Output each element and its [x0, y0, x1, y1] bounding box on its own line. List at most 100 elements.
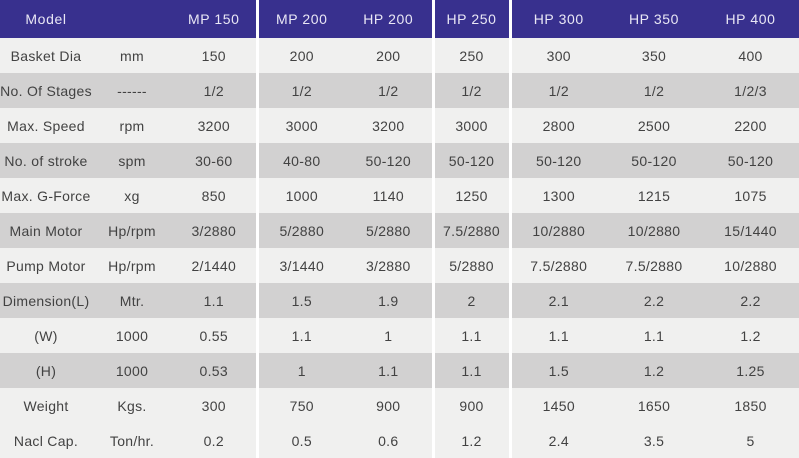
table-row: Max. Speed rpm 3200 3000 3200 3000 2800 2500 220…: [0, 108, 799, 143]
cell-value: 2: [433, 283, 512, 318]
cell-value: 10/2880: [627, 222, 681, 239]
cell-value: 7.5/2880: [433, 213, 512, 248]
cell-value: 200: [289, 47, 314, 64]
row-label: Max. Speed: [7, 117, 85, 134]
cell-value: 1/2: [643, 82, 665, 99]
cell-value: 2500: [637, 117, 671, 134]
row-unit: Mtr.: [119, 292, 145, 309]
cell-value: 200: [345, 38, 435, 73]
row-label: Dimension(L): [2, 292, 90, 309]
cell-value: 50-120: [631, 152, 677, 169]
cell-value: 1.1: [433, 353, 512, 388]
cell-value: 1.1: [548, 327, 569, 344]
table-row: Weight Kgs. 300 750 900 900 1450 1650 1850: [0, 388, 799, 423]
table-row: (W) 1000 0.55 1.1 1 1.1 1.1 1.1 1.2: [0, 318, 799, 353]
cell-value: 3.5: [643, 432, 665, 449]
cell-value: 50-120: [727, 152, 774, 169]
column-header: MP 150: [172, 0, 259, 38]
cell-value: 7.5/2880: [530, 257, 588, 274]
row-unit: Ton/hr.: [109, 432, 155, 449]
cell-value: 15/1440: [724, 222, 777, 239]
cell-value: 1.1: [433, 318, 512, 353]
cell-value: 300: [172, 388, 259, 423]
cell-value: 0.2: [172, 423, 259, 458]
table-body: Basket Dia mm 150 200 200 250 300 350 400 No. Of …: [0, 38, 799, 458]
column-header: HP 250: [433, 0, 512, 38]
cell-value: 0.5: [291, 432, 312, 449]
cell-value: 1850: [734, 397, 767, 414]
cell-value: 1450: [542, 397, 575, 414]
header-row: Model MP 150 MP 200 HP 200 HP 250 HP 300 HP 3…: [0, 0, 799, 38]
row-label: Max. G-Force: [1, 187, 91, 204]
cell-value: 5/2880: [279, 222, 325, 239]
table-row: Nacl Cap. Ton/hr. 0.2 0.5 0.6 1.2 2.4 3.5 5: [0, 423, 799, 458]
cell-value: 3/2880: [345, 248, 435, 283]
cell-value: 10/2880: [724, 257, 777, 274]
cell-value: 750: [289, 397, 314, 414]
column-header: HP 350: [628, 11, 680, 27]
cell-value: 3200: [345, 108, 435, 143]
row-unit: 1000: [115, 362, 149, 379]
table-row: Basket Dia mm 150 200 200 250 300 350 400: [0, 38, 799, 73]
cell-value: 1.5: [291, 292, 312, 309]
cell-value: 5: [746, 432, 755, 449]
table-row: (H) 1000 0.53 1 1.1 1.1 1.5 1.2 1.25: [0, 353, 799, 388]
cell-value: 1.1: [291, 327, 312, 344]
cell-value: 1.1: [643, 327, 665, 344]
column-header: MP 200: [275, 11, 328, 27]
cell-value: 1.2: [740, 327, 761, 344]
cell-value: 1: [297, 362, 306, 379]
cell-value: 1.5: [548, 362, 569, 379]
cell-value: 400: [738, 47, 763, 64]
cell-value: 300: [546, 47, 571, 64]
table-row: Pump Motor Hp/rpm 2/1440 3/1440 3/2880 5/2880…: [0, 248, 799, 283]
cell-value: 2/1440: [172, 248, 259, 283]
cell-value: 1.9: [345, 283, 435, 318]
row-label: Main Motor: [9, 222, 83, 239]
cell-value: 2.1: [548, 292, 569, 309]
cell-value: 1/2: [548, 82, 569, 99]
cell-value: 1250: [433, 178, 512, 213]
row-unit: Hp/rpm: [108, 222, 156, 239]
cell-value: 3/2880: [172, 213, 259, 248]
cell-value: 1.1: [345, 353, 435, 388]
table-row: Max. G-Force xg 850 1000 1140 1250 1300 1215 107…: [0, 178, 799, 213]
table-row: Main Motor Hp/rpm 3/2880 5/2880 5/2880 7.5/28…: [0, 213, 799, 248]
cell-value: 3000: [433, 108, 512, 143]
table-row: Dimension(L) Mtr. 1.1 1.5 1.9 2 2.1 2.2 2.2: [0, 283, 799, 318]
cell-value: 2800: [542, 117, 575, 134]
row-unit: spm: [118, 152, 146, 169]
cell-value: 1.1: [172, 283, 259, 318]
cell-value: 1000: [285, 187, 318, 204]
row-label: Nacl Cap.: [13, 432, 79, 449]
cell-value: 2.2: [740, 292, 761, 309]
cell-value: 50-120: [345, 143, 435, 178]
cell-value: 900: [345, 388, 435, 423]
row-label: (H): [35, 362, 57, 379]
table-row: No. of stroke spm 30-60 40-80 50-120 50-120 50…: [0, 143, 799, 178]
cell-value: 1.25: [736, 362, 765, 379]
cell-value: 50-120: [536, 152, 582, 169]
cell-value: 2.4: [548, 432, 569, 449]
row-label: No. Of Stages: [0, 82, 92, 99]
cell-value: 50-120: [433, 143, 512, 178]
cell-value: 1/2: [291, 82, 312, 99]
column-header: HP 200: [345, 0, 435, 38]
cell-value: 40-80: [283, 152, 321, 169]
row-label: No. of stroke: [4, 152, 88, 169]
row-unit: ------: [117, 82, 147, 99]
cell-value: 5/2880: [345, 213, 435, 248]
cell-value: 0.55: [172, 318, 259, 353]
model-header: Model: [25, 11, 67, 27]
cell-value: 1140: [345, 178, 435, 213]
row-unit: Kgs.: [117, 397, 147, 414]
row-unit: Hp/rpm: [108, 257, 156, 274]
row-unit: xg: [124, 187, 140, 204]
cell-value: 1/2/3: [734, 82, 767, 99]
row-label: Weight: [23, 397, 69, 414]
table-row: No. Of Stages ------ 1/2 1/2 1/2 1/2 1/2 1/2 1/2…: [0, 73, 799, 108]
row-label: (W): [34, 327, 58, 344]
cell-value: 10/2880: [532, 222, 586, 239]
cell-value: 1075: [734, 187, 767, 204]
